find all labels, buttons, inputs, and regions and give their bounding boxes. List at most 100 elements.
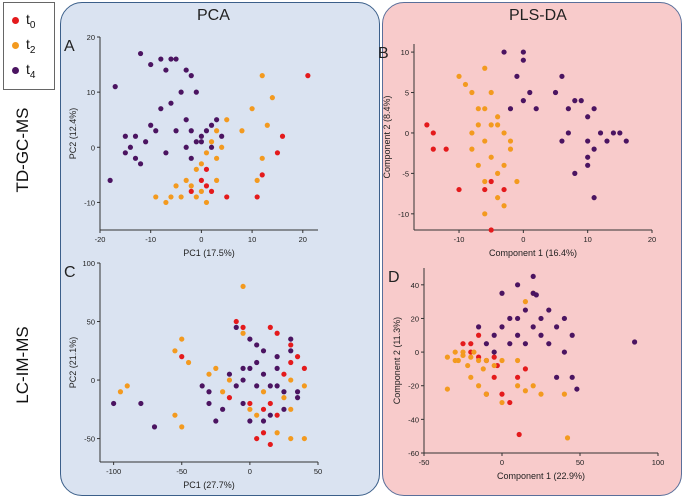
panel-b-point-t2 (514, 178, 520, 185)
panel-b-x-tick-label: -10 (454, 235, 465, 244)
panel-c-x-tick-label: -50 (176, 467, 187, 476)
panel-b-point-t4 (533, 106, 539, 112)
panel-a-point-t0 (208, 188, 215, 194)
legend-item-t4: t4 (12, 61, 56, 81)
panel-d-point-t4 (632, 339, 638, 345)
panel-a-x-tick-label: 10 (248, 235, 256, 244)
panel-d-x-axis-label: Component 1 (22.9%) (497, 471, 585, 481)
panel-b-y-tick-label: 5 (405, 89, 409, 98)
panel-d-point-t4 (476, 324, 482, 330)
panel-d-point-t4 (491, 332, 497, 338)
panel-b-letter: B (378, 45, 389, 62)
legend-marker-t0 (12, 17, 19, 24)
legend-label-t2-base: t (26, 36, 30, 52)
panel-c-point-t2 (220, 389, 226, 395)
panel-b-point-t2 (482, 178, 488, 185)
panel-a-point-t2 (203, 150, 210, 156)
panel-b-point-t0 (424, 122, 430, 128)
panel-d-point-t0 (507, 399, 513, 406)
panel-c-point-t4 (220, 406, 226, 412)
panel-c-point-t4 (254, 383, 260, 389)
panel-d-x-tick-label: 0 (500, 458, 504, 467)
panel-b-point-t4 (617, 130, 623, 136)
panel-b-point-t4 (623, 138, 629, 144)
panel-d-point-t4 (554, 324, 560, 330)
panel-b-point-t2 (469, 89, 475, 96)
panel-b-point-t4 (591, 195, 597, 201)
legend: t0 t2 t4 (3, 2, 55, 90)
panel-c-point-t4 (274, 354, 280, 360)
panel-d-point-t4 (533, 292, 539, 298)
panel-a-point-t2 (173, 183, 179, 189)
panel-c-point-t4 (206, 389, 212, 395)
panel-a-point-t4 (158, 56, 164, 62)
panel-c-point-t0 (294, 354, 301, 360)
panel-c-point-t0 (254, 435, 260, 442)
panel-a-point-t2 (198, 161, 204, 167)
panel-b-point-t4 (552, 89, 559, 96)
panel-b-point-t2 (482, 138, 488, 144)
panel-a-point-t2 (214, 155, 220, 161)
panel-a-point-t4 (107, 177, 113, 183)
panel-b-point-t2 (469, 146, 475, 152)
panel-a-point-t0 (198, 177, 204, 183)
panel-c-point-t2 (226, 377, 233, 383)
legend-label-t2-sub: 2 (29, 44, 36, 56)
panel-b-y-axis-label: Component 2 (8.4%) (382, 95, 392, 178)
panel-c-point-t0 (260, 406, 267, 412)
panel-a-point-t0 (224, 194, 230, 200)
panel-d-y-tick-label: 40 (411, 281, 419, 290)
panel-a-x-tick-label: 20 (299, 235, 307, 244)
panel-c-point-t4 (206, 400, 212, 407)
panel-c-point-t2 (240, 330, 246, 336)
panel-d-point-t0 (476, 332, 482, 338)
panel-b-point-t2 (475, 122, 481, 128)
panel-d-point-t4 (522, 307, 529, 313)
panel-c-point-t4 (281, 406, 287, 412)
panel-d-point-t0 (491, 374, 497, 380)
panel-d-y-tick-label: 20 (411, 314, 419, 323)
panel-c-point-t0 (301, 365, 307, 371)
panel-b-point-t0 (456, 186, 462, 193)
panel-a-point-t4 (112, 84, 118, 90)
panel-c-point-t4 (213, 418, 219, 424)
panel-d-point-t2 (522, 299, 529, 305)
panel-c-point-t4 (288, 336, 294, 342)
panel-d-point-t4 (522, 341, 529, 347)
panel-a-y-axis-label: PC2 (12.4%) (68, 108, 78, 160)
panel-d-point-t2 (476, 383, 482, 389)
panel-b-point-t2 (482, 65, 488, 71)
panel-b-point-t4 (610, 130, 617, 136)
panel-d-point-t2 (444, 354, 450, 360)
panel-a-point-t4 (183, 117, 189, 123)
panel-c-y-axis-label: PC2 (21.1%) (68, 337, 78, 389)
panel-b-point-t2 (501, 130, 507, 136)
panel-d-y-tick-label: -20 (408, 382, 419, 391)
panel-d-point-t2 (468, 374, 474, 380)
panel-a-point-t2 (198, 188, 204, 194)
panel-c-point-t4 (294, 389, 301, 395)
panel-a-point-t4 (158, 106, 164, 112)
panel-d-point-t4 (507, 341, 513, 347)
plsda-title: PLS-DA (509, 7, 567, 24)
panel-c-point-t0 (288, 342, 294, 348)
panel-d-point-t4 (561, 349, 568, 355)
panel-d-point-t0 (516, 431, 522, 438)
panel-c-point-t0 (274, 412, 280, 418)
panel-b-point-t4 (597, 130, 604, 136)
panel-a-point-t2 (214, 128, 220, 134)
panel-a-point-t2 (259, 155, 265, 161)
panel-d-point-t2 (499, 399, 505, 406)
panel-c-point-t4 (226, 371, 233, 377)
panel-a-x-tick-label: -10 (145, 235, 156, 244)
panel-b-x-axis-label: Component 1 (16.4%) (489, 248, 577, 258)
panel-a-point-t4 (143, 139, 149, 145)
panel-b-point-t4 (585, 162, 591, 168)
panel-c-point-t0 (226, 395, 233, 401)
panel-b-point-t2 (495, 114, 501, 120)
panel-c-y-tick-label: 0 (91, 376, 95, 385)
panel-d-point-t4 (483, 341, 489, 347)
panel-d-point-t2 (499, 357, 505, 364)
panel-a-point-t2 (193, 166, 199, 172)
